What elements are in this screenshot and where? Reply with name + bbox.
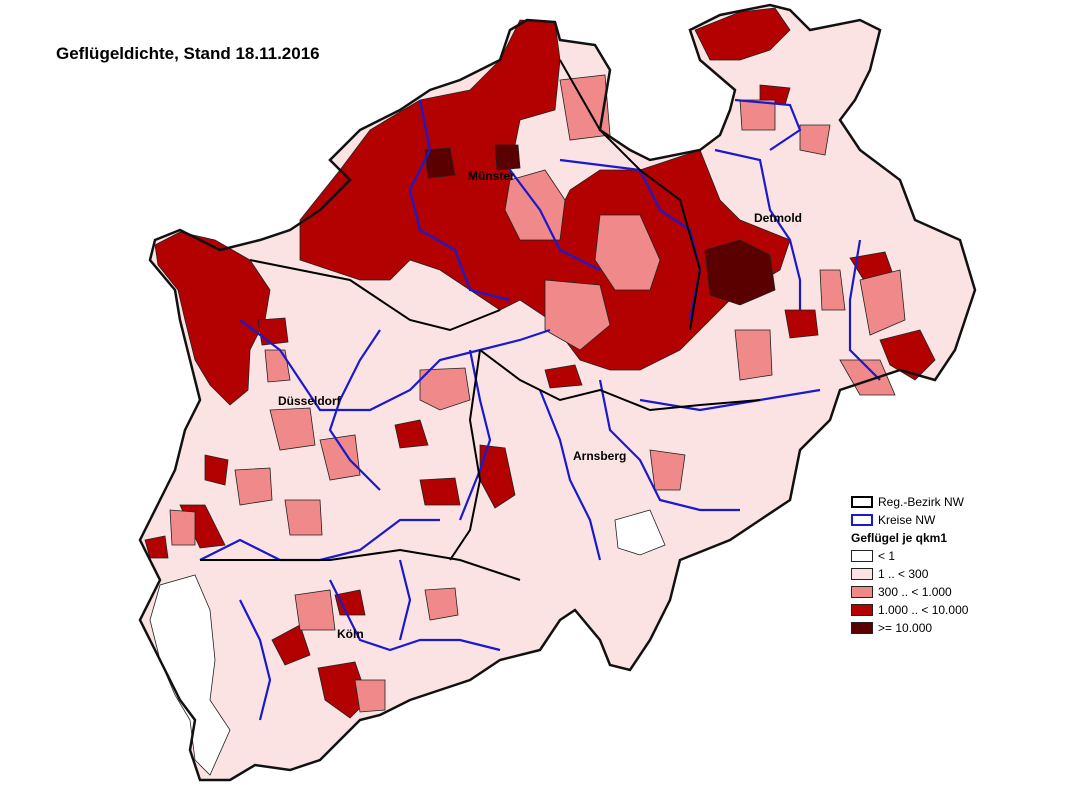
east-region	[879, 329, 936, 381]
kreis-line-12	[329, 579, 501, 652]
state-outline	[138, 3, 977, 782]
very-dark-region-3	[704, 239, 776, 306]
bezirk-line-muenster-detmold	[559, 59, 702, 331]
kreis-line-11	[239, 599, 272, 721]
medium-region-8	[284, 499, 323, 536]
bezirk-line-duesseldorf-arnsberg	[449, 349, 482, 561]
medium-region-16	[424, 587, 459, 621]
medium-region-13	[739, 99, 776, 131]
legend-swatch-reg-bezirk	[851, 496, 873, 508]
medium-region-5	[269, 407, 316, 451]
legend-class-1-300: 1 .. < 300	[851, 565, 968, 583]
legend-class-300-1000: 300 .. < 1.000	[851, 583, 968, 601]
west-border-region	[154, 231, 271, 406]
west-small-2	[257, 317, 289, 346]
koeln-region	[271, 624, 311, 666]
medium-region-18	[354, 679, 386, 713]
kreis-line-15	[639, 388, 821, 412]
legend-class-1000-10000: 1.000 .. < 10.000	[851, 601, 968, 619]
east-region-3	[784, 309, 819, 339]
medium-region-6	[319, 434, 361, 481]
legend-swatch-1000-10000	[851, 604, 873, 616]
medium-region-17	[294, 589, 336, 631]
medium-region-3	[544, 279, 611, 351]
bezirk-line-muenster-duesseldorf	[249, 259, 501, 332]
city-label-arnsberg: Arnsberg	[573, 449, 626, 463]
map-title: Geflügeldichte, Stand 18.11.2016	[56, 44, 320, 63]
legend-label-1000-10000: 1.000 .. < 10.000	[878, 603, 969, 617]
medium-regions	[169, 74, 906, 713]
legend-swatch-300-1000	[851, 586, 873, 598]
medium-region-4	[419, 367, 471, 411]
very-dark-region-1	[424, 147, 456, 179]
legend-label-kreise: Kreise NW	[878, 513, 936, 527]
legend-item-kreise: Kreise NW	[851, 511, 968, 529]
kreis-line-6	[328, 329, 381, 491]
city-label-muenster: Münster	[468, 169, 515, 183]
kreis-line-14	[848, 239, 881, 381]
kreis-line-4	[734, 98, 802, 151]
reg-bezirk-boundaries	[200, 59, 761, 581]
legend-label-ge-10000: >= 10.000	[878, 621, 933, 635]
kreis-line-3	[714, 148, 802, 310]
central-region-3	[394, 419, 429, 449]
kreis-line-9	[598, 379, 740, 512]
very-dark-region-2	[494, 144, 521, 171]
legend-class-lt-1: < 1	[851, 547, 968, 565]
bezirk-line-koeln	[200, 548, 521, 581]
kreis-line-1	[408, 99, 511, 302]
legend-class-ge-10000: >= 10.000	[851, 619, 968, 637]
medium-region-11	[859, 269, 906, 336]
central-region-2	[419, 477, 461, 506]
medium-region-2	[594, 214, 661, 291]
legend-heading: Geflügel je qkm1	[851, 531, 948, 545]
legend-label-300-1000: 300 .. < 1.000	[878, 585, 952, 599]
north-east-region	[694, 7, 791, 61]
legend-swatch-1-300	[851, 568, 873, 580]
kreis-line-7	[458, 349, 492, 521]
bezirk-line-arnsberg	[479, 349, 761, 412]
white-region-1	[149, 574, 231, 776]
kreis-line-16	[509, 169, 601, 271]
west-region-small	[204, 454, 229, 486]
legend-item-reg-bezirk: Reg.-Bezirk NW	[851, 493, 968, 511]
medium-region-21	[839, 359, 896, 396]
medium-region-14	[799, 124, 831, 156]
koeln-north-region	[334, 589, 366, 616]
medium-region-19	[169, 509, 196, 546]
medium-region-9	[649, 449, 686, 491]
west-region-sw	[144, 535, 169, 559]
legend-label-reg-bezirk: Reg.-Bezirk NW	[878, 495, 965, 509]
map-legend: Reg.-Bezirk NW Kreise NW Geflügel je qkm…	[851, 493, 968, 637]
white-region-2	[614, 509, 666, 556]
legend-swatch-ge-10000	[851, 622, 873, 634]
legend-swatch-lt-1	[851, 550, 873, 562]
legend-label-1-300: 1 .. < 300	[878, 567, 929, 581]
city-label-duesseldorf: Düsseldorf	[278, 394, 342, 408]
legend-swatch-kreise	[851, 514, 873, 526]
south-region	[317, 661, 369, 719]
city-label-detmold: Detmold	[754, 211, 802, 225]
white-regions	[149, 509, 666, 776]
sauerland-north-region	[544, 364, 583, 389]
medium-region-7	[234, 467, 273, 506]
kreis-line-13	[398, 559, 412, 641]
city-label-koeln: Köln	[337, 627, 364, 641]
very-dark-regions	[424, 144, 776, 306]
legend-label-lt-1: < 1	[878, 549, 896, 563]
kreis-line-5	[239, 319, 551, 412]
medium-region-10	[734, 329, 773, 381]
medium-region-12	[819, 269, 846, 311]
kreis-line-8	[538, 389, 602, 561]
